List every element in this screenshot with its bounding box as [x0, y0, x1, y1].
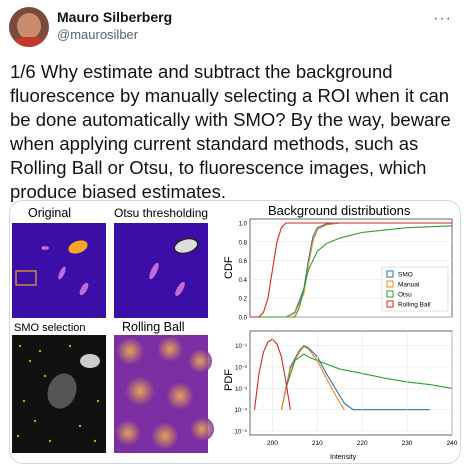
panel-title-smo: SMO selection	[14, 322, 86, 334]
legend-label: Manual	[398, 282, 420, 289]
pdf-chart: PDF 10⁻¹ 10⁻² 10⁻³ 10⁻⁴ 10⁻⁵ 200 210 220 230 240…	[223, 330, 458, 461]
legend-swatch	[386, 300, 394, 308]
legend: SMO Manual Otsu Rolling Ball	[381, 266, 449, 312]
pdf-ytick-label: 10⁻⁴	[235, 407, 248, 414]
xtick-label: 230	[402, 440, 413, 447]
legend-swatch	[386, 270, 394, 278]
cdf-ytick-label: 0.8	[239, 240, 248, 246]
pdf-ytick-label: 10⁻³	[235, 387, 247, 393]
pdf-ylabel: PDF	[223, 369, 235, 391]
pdf-ytick-label: 10⁻⁵	[235, 429, 248, 436]
author-handle[interactable]: @maurosilber	[57, 27, 139, 42]
avatar[interactable]	[9, 7, 49, 47]
manual-roi-box	[15, 270, 37, 286]
panel-title-otsu: Otsu thresholding	[114, 206, 208, 220]
pdf-series-manual	[280, 345, 345, 410]
cdf-series-rolling-ball	[250, 222, 452, 318]
legend-swatch	[386, 280, 394, 288]
cdf-ytick-label: 0.4	[239, 278, 248, 284]
cdf-ytick-label: 0.0	[239, 316, 248, 322]
pdf-series-smo	[280, 345, 430, 411]
more-dots-icon[interactable]: ···	[433, 10, 452, 27]
xtick-label: 220	[357, 440, 368, 447]
pdf-ytick-label: 10⁻²	[235, 366, 247, 372]
cdf-chart: CDF 1.0 0.8 0.6 0.4 0.2 0.0 SMO Manual Otsu Roll…	[223, 218, 453, 322]
xtick-label: 240	[447, 440, 458, 447]
legend-swatch	[386, 290, 394, 298]
otsu-image	[114, 223, 208, 318]
cdf-ytick-label: 0.6	[239, 259, 248, 265]
panel-title-rolling: Rolling Ball	[122, 320, 185, 334]
legend-label: SMO	[398, 272, 413, 279]
legend-label: Otsu	[398, 292, 412, 299]
x-axis-label: Intensity	[330, 454, 357, 461]
author-name[interactable]: Mauro Silberberg	[57, 9, 173, 25]
tweet-media[interactable]: Original Otsu thresholding SMO selection…	[9, 200, 461, 464]
tweet-text: 1/6 Why estimate and subtract the backgr…	[10, 61, 451, 202]
xtick-label: 200	[267, 440, 278, 447]
figure-svg: Original Otsu thresholding SMO selection…	[12, 203, 458, 461]
cdf-ytick-label: 0.2	[239, 297, 248, 303]
cdf-series-otsu	[250, 225, 453, 318]
pdf-ytick-label: 10⁻¹	[235, 344, 247, 350]
cdf-ytick-label: 1.0	[239, 222, 248, 228]
panel-title-original: Original	[28, 206, 71, 220]
chart-title: Background distributions	[268, 203, 411, 218]
legend-label: Rolling Ball	[398, 302, 431, 309]
xtick-label: 210	[312, 440, 323, 447]
pdf-series-otsu	[285, 353, 453, 389]
cdf-ylabel: CDF	[223, 256, 235, 279]
